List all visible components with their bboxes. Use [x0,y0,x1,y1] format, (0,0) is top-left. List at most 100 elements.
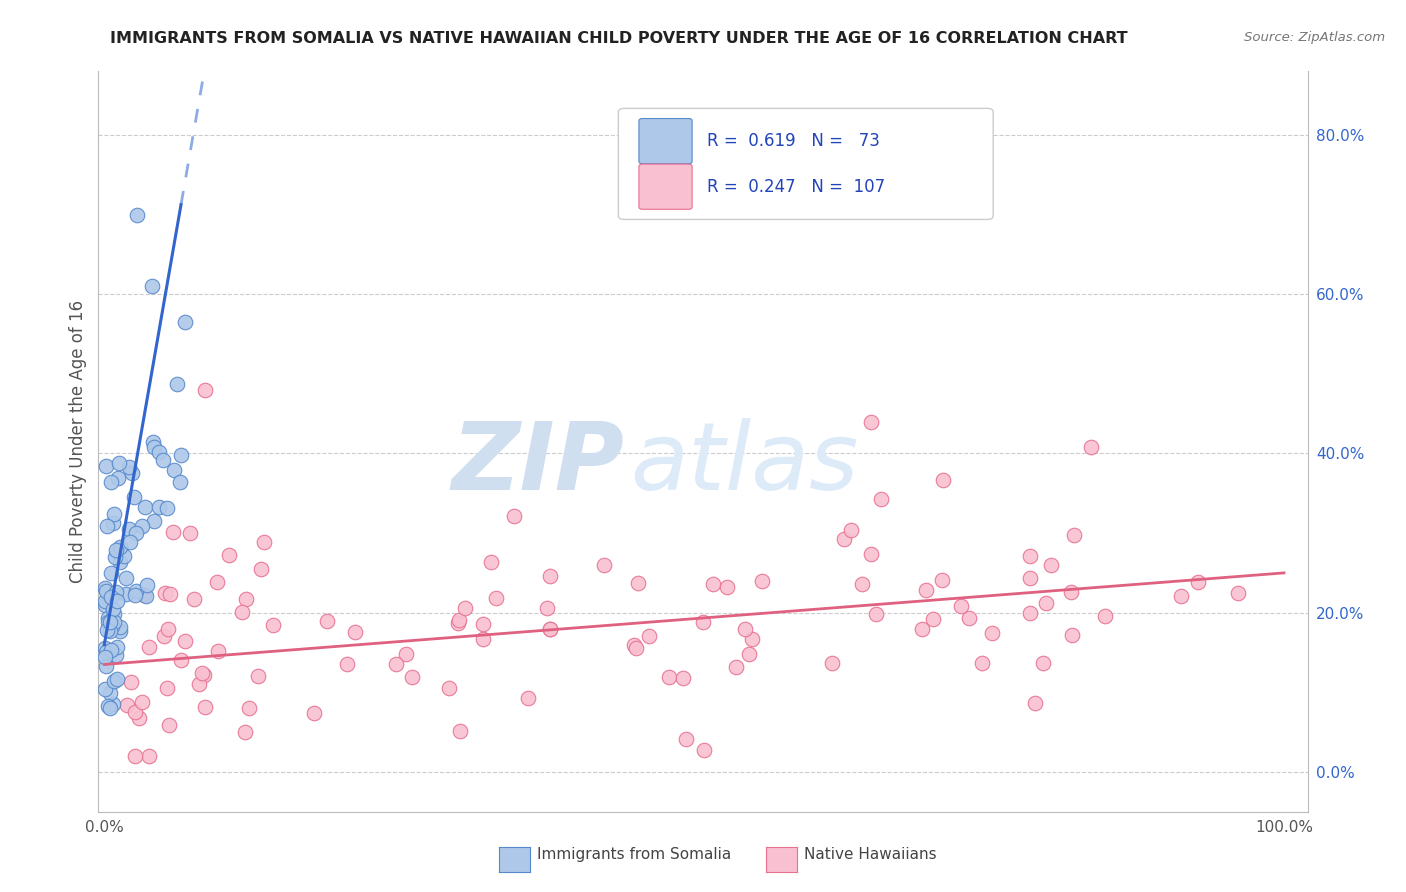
Point [98,624,121,639]
Text: atlas: atlas [630,418,859,509]
Point [437,681,460,695]
Point [120,535,142,549]
Point [1032,656,1054,670]
Point [97,698,120,713]
Point [401,670,423,684]
Point [190,666,212,681]
Point [738,647,761,661]
Point [156,622,179,636]
Point [98,701,121,715]
Point [103,615,125,629]
Point [624,640,647,655]
Point [108,555,131,569]
Point [159,587,181,601]
Point [914,582,936,597]
Point [336,657,359,671]
Point [135,589,157,603]
Point [638,629,661,643]
Point [972,657,994,671]
Point [163,463,186,477]
Point [851,577,873,591]
Point [1019,571,1042,585]
Point [115,571,138,585]
Point [127,208,149,222]
Point [96,623,118,637]
Point [1019,606,1042,620]
Point [94,594,117,608]
FancyBboxPatch shape [638,119,692,164]
Point [138,640,160,654]
Point [96,519,118,533]
Point [174,315,197,329]
Point [94,641,117,656]
Point [1024,696,1046,710]
Point [101,618,124,632]
Y-axis label: Child Poverty Under the Age of 16: Child Poverty Under the Age of 16 [69,300,87,583]
Point [101,602,124,616]
Point [623,638,645,652]
Point [821,656,844,670]
Point [839,523,862,537]
Point [179,526,201,541]
Point [128,711,150,725]
Point [1170,589,1192,603]
Point [94,598,117,612]
Point [157,718,180,732]
Point [141,279,163,293]
Point [96,584,118,599]
Point [472,632,495,647]
Point [193,668,215,682]
Point [98,686,121,700]
Point [734,622,756,636]
Point [108,624,131,639]
Point [103,516,125,530]
Point [143,440,166,454]
Text: IMMIGRANTS FROM SOMALIA VS NATIVE HAWAIIAN CHILD POVERTY UNDER THE AGE OF 16 COR: IMMIGRANTS FROM SOMALIA VS NATIVE HAWAII… [110,31,1128,46]
Point [233,725,256,739]
Point [194,700,217,714]
Point [105,584,128,599]
Point [94,681,117,696]
Point [250,562,273,576]
Point [385,657,408,672]
Point [162,525,184,540]
Point [316,614,339,628]
FancyBboxPatch shape [638,164,692,210]
Point [675,732,697,747]
Point [832,533,855,547]
Point [107,471,129,485]
Point [153,629,176,643]
Point [235,592,257,607]
Point [138,749,160,764]
Point [122,490,145,504]
Point [134,500,156,515]
Point [96,645,118,659]
Point [135,578,157,592]
Point [741,632,763,646]
Text: Native Hawaiians: Native Hawaiians [804,847,936,862]
Point [132,588,155,602]
Point [536,600,558,615]
Point [142,514,165,528]
Point [105,648,128,662]
Point [94,459,117,474]
Point [103,607,125,622]
Point [124,749,146,764]
Point [124,588,146,602]
Point [105,673,128,687]
Text: R =  0.247   N =  107: R = 0.247 N = 107 [707,178,884,195]
Point [447,616,470,631]
Point [865,607,887,622]
Point [97,611,120,625]
Point [231,605,253,619]
Point [949,599,972,614]
Point [1019,549,1042,563]
Point [101,697,124,711]
Point [627,576,650,591]
Point [716,580,738,594]
Point [124,705,146,719]
Point [100,566,122,580]
Point [170,448,193,462]
Point [103,674,125,689]
Point [692,615,714,629]
